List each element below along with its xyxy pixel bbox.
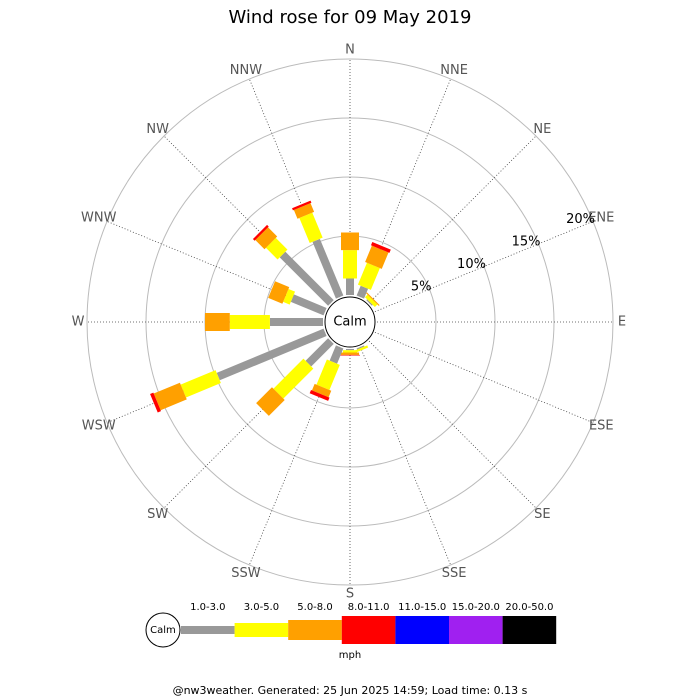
r-tick-label: 20%	[566, 212, 595, 227]
direction-label: SE	[534, 507, 550, 522]
wind-bar	[309, 389, 330, 401]
footer: @nw3weather. Generated: 25 Jun 2025 14:5…	[173, 684, 528, 697]
direction-label: E	[618, 315, 626, 330]
legend-swatch	[288, 620, 342, 640]
wind-bar	[265, 237, 288, 260]
wind-bar	[299, 212, 323, 244]
wind-bar	[273, 358, 314, 399]
legend-label: 15.0-20.0	[452, 602, 500, 613]
spoke	[374, 331, 594, 424]
direction-label: WNW	[81, 210, 117, 225]
legend-label: 3.0-5.0	[244, 602, 279, 613]
direction-label: WSW	[82, 419, 116, 434]
wind-bar	[256, 387, 285, 416]
direction-label: NE	[533, 122, 551, 137]
spoke	[368, 135, 537, 304]
wind-bar	[354, 345, 369, 353]
legend-label: 20.0-50.0	[505, 602, 553, 613]
direction-label: SSE	[442, 566, 467, 581]
calm-label: Calm	[333, 315, 366, 330]
wind-bar	[316, 359, 340, 390]
r-tick-label: 15%	[512, 234, 541, 249]
wind-bar	[356, 285, 369, 299]
wind-bar	[290, 294, 327, 316]
legend-calm	[145, 612, 181, 648]
wind-bar	[283, 288, 296, 305]
legend-label: 11.0-15.0	[398, 602, 446, 613]
grid-ring	[86, 58, 614, 586]
wind-bar	[252, 224, 269, 241]
direction-label: N	[345, 43, 355, 58]
r-tick-label: 5%	[411, 280, 432, 295]
wind-bar	[216, 328, 327, 381]
wind-bar	[312, 238, 344, 299]
legend-swatch	[395, 616, 449, 644]
direction-label: W	[72, 315, 85, 330]
legend-calm-label: Calm	[150, 625, 176, 636]
legend-swatch	[181, 626, 235, 634]
legend-label: 1.0-3.0	[190, 602, 225, 613]
legend-swatch	[341, 616, 396, 644]
wind-bar	[366, 292, 380, 306]
direction-label: S	[346, 587, 354, 602]
chart-title: Wind rose for 09 May 2019	[229, 7, 472, 28]
wind-bar	[357, 262, 380, 290]
legend-label: 5.0-8.0	[297, 602, 332, 613]
spoke	[368, 340, 537, 509]
legend-swatch	[502, 616, 557, 644]
wind-bar	[293, 203, 315, 219]
wind-bar	[311, 383, 332, 398]
spoke	[374, 220, 594, 313]
direction-label: SSW	[231, 566, 261, 581]
direction-label: NW	[146, 122, 169, 137]
wind-bar	[292, 200, 312, 211]
wind-bar	[279, 251, 334, 306]
units-label: mph	[339, 650, 361, 661]
wind-bar	[150, 392, 161, 413]
legend-label: 8.0-11.0	[348, 602, 390, 613]
spoke	[359, 346, 452, 566]
direction-label: ESE	[589, 419, 614, 434]
calm-circle	[324, 296, 376, 348]
wind-bar	[180, 370, 221, 398]
legend-swatch	[234, 623, 289, 637]
wind-bar	[365, 245, 389, 269]
r-tick-label: 10%	[457, 257, 486, 272]
direction-label: ENE	[588, 210, 614, 225]
wind-bar	[153, 382, 187, 411]
wind-bar	[366, 299, 373, 306]
direction-label: NNE	[440, 63, 468, 78]
wind-bar	[364, 294, 378, 308]
wind-bar	[255, 227, 278, 250]
wind-bar	[305, 338, 334, 367]
wind-bar	[329, 345, 344, 364]
direction-label: SW	[147, 507, 168, 522]
legend-swatch	[449, 616, 503, 644]
direction-label: NNW	[230, 63, 262, 78]
wind-bar	[370, 241, 391, 253]
wind-bar	[268, 281, 290, 304]
